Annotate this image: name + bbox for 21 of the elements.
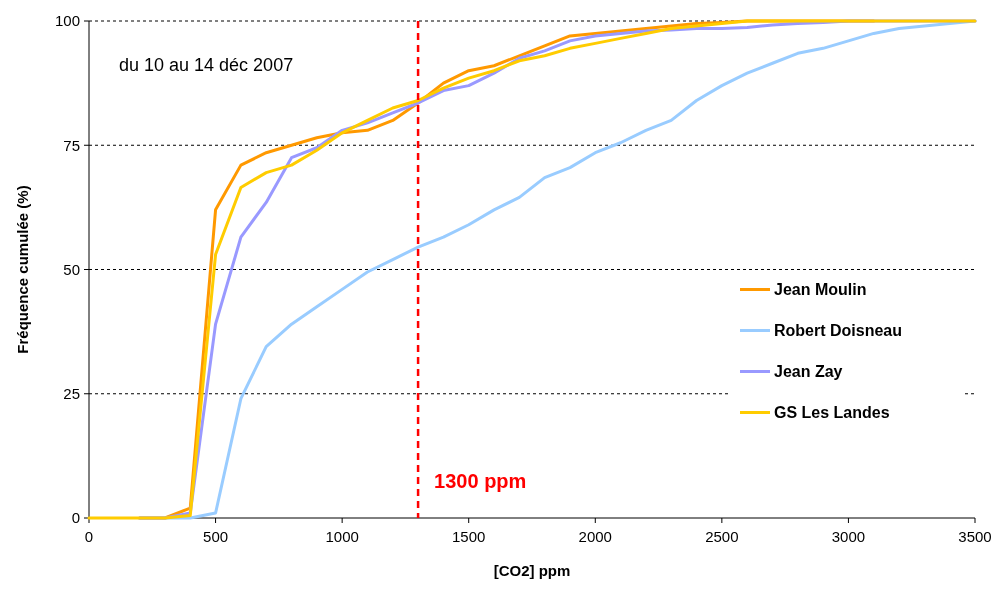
y-tick-label: 0 xyxy=(71,509,80,527)
y-tick-label: 25 xyxy=(63,385,80,402)
x-axis-title: [CO2] ppm xyxy=(493,562,571,579)
x-tick-label: 500 xyxy=(203,528,229,545)
x-tick-label: 2000 xyxy=(578,528,612,545)
y-tick-label: 50 xyxy=(63,260,80,278)
ref-line-label: 1300 ppm xyxy=(434,470,527,492)
x-tick-label: 3000 xyxy=(831,528,866,545)
x-tick-label: 1500 xyxy=(452,528,486,545)
x-tick-label: 1000 xyxy=(325,528,359,545)
legend-label: GS Les Landes xyxy=(774,404,890,422)
legend-label: Jean Zay xyxy=(774,363,843,381)
x-tick-label: 3500 xyxy=(958,528,992,545)
annotation: du 10 au 14 déc 2007 xyxy=(119,55,294,75)
x-tick-label: 0 xyxy=(84,528,94,545)
x-tick-label: 2500 xyxy=(705,528,739,545)
y-tick-label: 75 xyxy=(63,136,80,154)
y-axis-title: Fréquence cumulée (%) xyxy=(14,185,31,354)
y-tick-label: 100 xyxy=(54,12,80,30)
legend-label: Jean Moulin xyxy=(774,281,867,299)
legend-label: Robert Doisneau xyxy=(774,322,903,340)
